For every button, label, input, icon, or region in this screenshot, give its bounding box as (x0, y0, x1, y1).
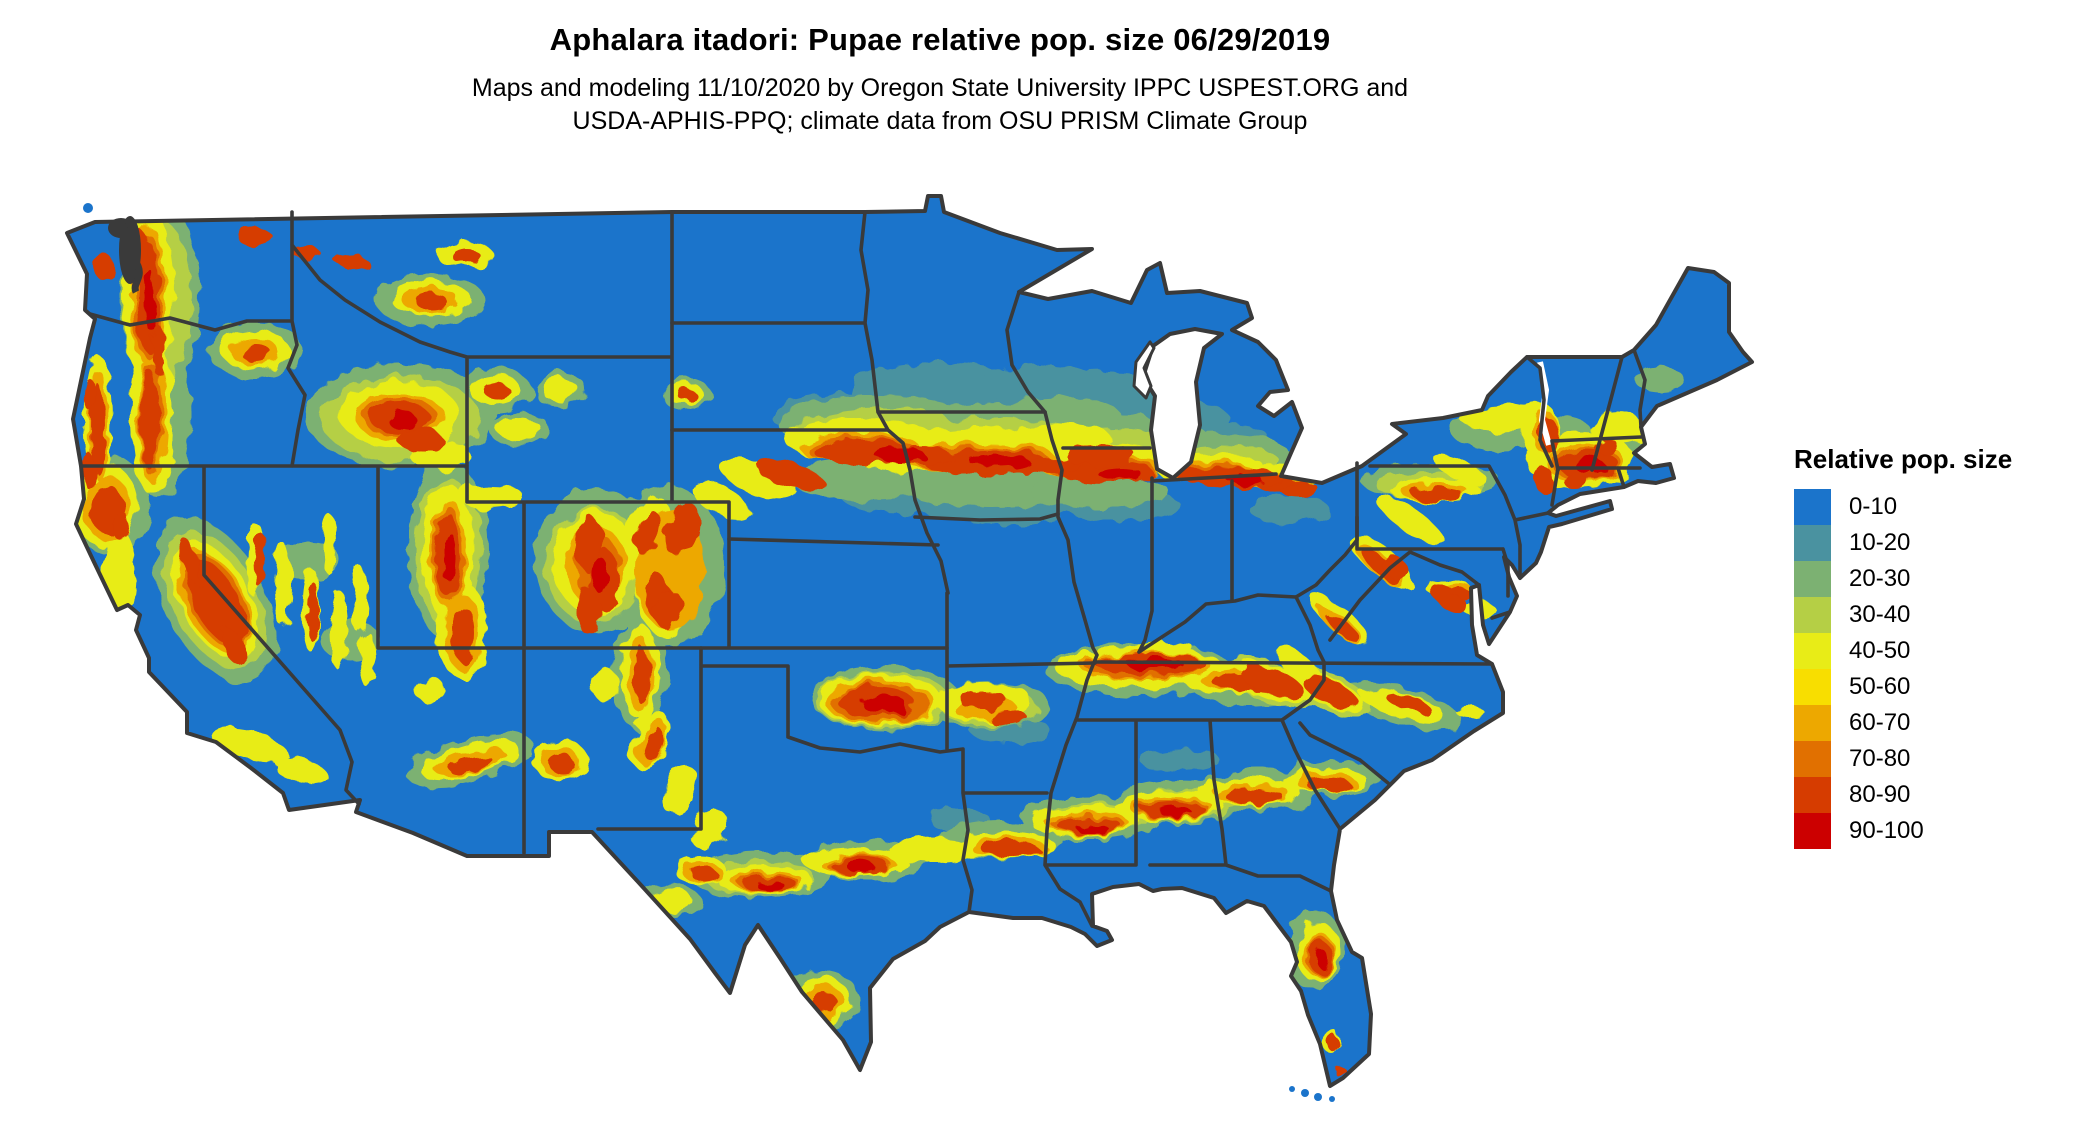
legend-item: 30-40 (1794, 597, 2012, 633)
subtitle-line-2: USDA-APHIS-PPQ; climate data from OSU PR… (572, 107, 1308, 135)
heat-layer (68, 200, 1685, 1078)
map-subtitle: Maps and modeling 11/10/2020 by Oregon S… (0, 72, 1880, 138)
legend-label: 40-50 (1849, 637, 1911, 664)
legend-swatch (1794, 633, 1831, 669)
legend-item: 80-90 (1794, 777, 2012, 813)
great-lakes (1132, 327, 1224, 480)
legend-item: 50-60 (1794, 669, 2012, 705)
legend-item: 70-80 (1794, 741, 2012, 777)
state-borders (79, 210, 1647, 928)
florida-keys (83, 203, 1335, 1102)
legend-label: 60-70 (1849, 709, 1911, 736)
legend-item: 10-20 (1794, 525, 2012, 561)
legend-swatch (1794, 525, 1831, 561)
legend: Relative pop. size 0-10 10-20 20-30 30-40 40… (1794, 444, 2012, 849)
legend-item: 40-50 (1794, 633, 2012, 669)
legend-label: 80-90 (1849, 781, 1911, 808)
page-title: Aphalara itadori: Pupae relative pop. si… (549, 22, 1331, 57)
legend-swatch (1794, 597, 1831, 633)
legend-item: 20-30 (1794, 561, 2012, 597)
legend-label: 90-100 (1849, 817, 1924, 844)
legend-item: 0-10 (1794, 489, 2012, 525)
legend-swatch (1794, 489, 1831, 525)
legend-title: Relative pop. size (1794, 444, 2013, 474)
legend-swatch (1794, 777, 1831, 813)
legend-swatch (1794, 561, 1831, 597)
legend-label: 70-80 (1849, 745, 1911, 772)
legend-swatch (1794, 705, 1831, 741)
lake-michigan (1141, 327, 1224, 480)
legend-label: 30-40 (1849, 601, 1911, 628)
legend-rows: 0-10 10-20 20-30 30-40 40-50 50-60 60-70 70-80 8… (1794, 489, 2012, 849)
green-bay (1132, 340, 1156, 400)
legend-swatch (1794, 669, 1831, 705)
legend-item: 60-70 (1794, 705, 2012, 741)
legend-label: 0-10 (1849, 493, 1898, 520)
legend-label: 20-30 (1849, 565, 1911, 592)
map-header: Aphalara itadori: Pupae relative pop. si… (0, 22, 1880, 138)
legend-swatch (1794, 741, 1831, 777)
legend-item: 90-100 (1794, 813, 2012, 849)
legend-label: 50-60 (1849, 673, 1911, 700)
subtitle-line-1: Maps and modeling 11/10/2020 by Oregon S… (471, 74, 1409, 102)
land-base (67, 196, 1752, 1086)
legend-label: 10-20 (1849, 529, 1911, 556)
legend-swatch (1794, 813, 1831, 849)
